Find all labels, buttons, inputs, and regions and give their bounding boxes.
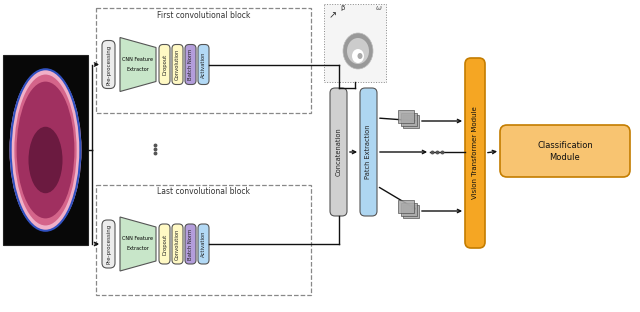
- Text: Extractor: Extractor: [127, 246, 149, 251]
- Text: ↗: ↗: [329, 10, 337, 20]
- Text: Last convolutional block: Last convolutional block: [157, 188, 250, 197]
- Ellipse shape: [343, 33, 373, 69]
- Text: β: β: [340, 5, 344, 11]
- FancyBboxPatch shape: [465, 58, 485, 248]
- FancyBboxPatch shape: [198, 224, 209, 264]
- Bar: [324, 4, 386, 82]
- FancyBboxPatch shape: [172, 45, 183, 85]
- Ellipse shape: [352, 49, 364, 63]
- FancyBboxPatch shape: [198, 45, 209, 85]
- Text: Classification: Classification: [537, 140, 593, 149]
- Bar: [403, 115, 419, 128]
- Ellipse shape: [358, 53, 362, 59]
- Text: Concatenation: Concatenation: [335, 128, 342, 176]
- Bar: [398, 110, 414, 123]
- Text: Pre-processing: Pre-processing: [106, 44, 111, 85]
- FancyBboxPatch shape: [500, 125, 630, 177]
- Bar: [403, 205, 419, 218]
- Text: Extractor: Extractor: [127, 67, 149, 72]
- Text: Activation: Activation: [201, 51, 206, 78]
- Text: Vision Transformer Module: Vision Transformer Module: [472, 107, 478, 199]
- Bar: [3, 55, 88, 245]
- Text: Batch Norm: Batch Norm: [188, 228, 193, 260]
- Text: Dropout: Dropout: [162, 233, 167, 255]
- Text: First convolutional block: First convolutional block: [157, 11, 250, 19]
- Ellipse shape: [17, 82, 74, 218]
- FancyBboxPatch shape: [172, 224, 183, 264]
- Text: Batch Norm: Batch Norm: [188, 49, 193, 80]
- Text: ω: ω: [376, 5, 382, 11]
- Text: CNN Feature: CNN Feature: [122, 236, 154, 241]
- Polygon shape: [120, 217, 156, 271]
- Text: CNN Feature: CNN Feature: [122, 57, 154, 62]
- Bar: [401, 113, 417, 125]
- FancyBboxPatch shape: [330, 88, 347, 216]
- FancyBboxPatch shape: [102, 41, 115, 89]
- Text: Pre-processing: Pre-processing: [106, 224, 111, 264]
- Text: Convolution: Convolution: [175, 49, 180, 80]
- FancyBboxPatch shape: [159, 224, 170, 264]
- FancyBboxPatch shape: [159, 45, 170, 85]
- Text: Activation: Activation: [201, 231, 206, 257]
- Ellipse shape: [11, 69, 81, 231]
- FancyBboxPatch shape: [360, 88, 377, 216]
- Ellipse shape: [29, 127, 63, 193]
- Text: Convolution: Convolution: [175, 228, 180, 260]
- Bar: [96, 8, 311, 113]
- Bar: [96, 185, 311, 295]
- Bar: [401, 202, 417, 216]
- FancyBboxPatch shape: [185, 45, 196, 85]
- Text: Patch Extraction: Patch Extraction: [365, 125, 371, 179]
- FancyBboxPatch shape: [185, 224, 196, 264]
- Polygon shape: [120, 37, 156, 91]
- FancyBboxPatch shape: [102, 220, 115, 268]
- Bar: [398, 200, 414, 213]
- Text: Dropout: Dropout: [162, 54, 167, 75]
- Text: Module: Module: [550, 154, 580, 163]
- Ellipse shape: [347, 38, 369, 64]
